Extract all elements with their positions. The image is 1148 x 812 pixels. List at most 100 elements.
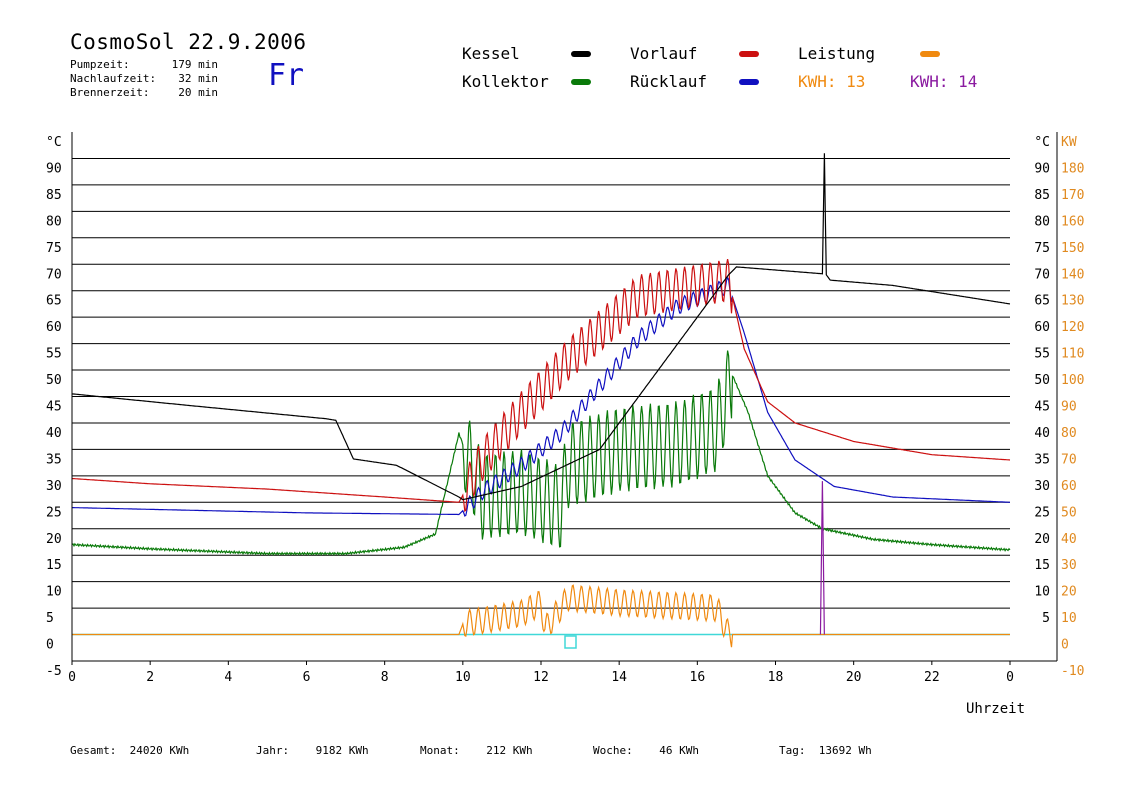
- footer-label: Tag:: [779, 744, 806, 757]
- footer-jahr: Jahr: 9182 KWh: [256, 744, 369, 757]
- stat-brennerzeit: Brennerzeit: 20 min: [70, 86, 220, 100]
- legend-kollektor-label: Kollektor: [462, 72, 549, 91]
- y-left-tick-label: 50: [46, 373, 62, 388]
- y-kw-tick-label: 90: [1061, 400, 1077, 415]
- y-kw-tick-label: 160: [1061, 214, 1084, 229]
- y-left-tick-label: 0: [46, 638, 54, 653]
- y-right-tick-label: 45: [1034, 400, 1050, 415]
- series-line-vorlauf: [71, 258, 1011, 513]
- y-right-tick-label: 80: [1034, 214, 1050, 229]
- y-right-unit-label: °C: [1034, 135, 1050, 150]
- y-left-tick-label: -5: [46, 664, 62, 679]
- x-tick-label: 12: [533, 670, 549, 685]
- x-tick-label: 16: [690, 670, 706, 685]
- x-tick-label: 14: [611, 670, 627, 685]
- footer-monat: Monat: 212 KWh: [420, 744, 533, 757]
- y-left-tick-label: 40: [46, 426, 62, 441]
- y-left-tick-label: 45: [46, 400, 62, 415]
- axes: [71, 132, 1058, 665]
- y-kw-tick-label: 120: [1061, 320, 1084, 335]
- footer-label: Jahr:: [256, 744, 290, 757]
- y-left-tick-label: 20: [46, 532, 62, 547]
- y-right-tick-label: 25: [1034, 505, 1050, 520]
- chart-title: CosmoSol 22.9.2006: [70, 30, 307, 54]
- y-kw-tick-label: 110: [1061, 347, 1084, 362]
- series-line-leistung: [72, 584, 1010, 648]
- y-right-tick-label: 10: [1034, 585, 1050, 600]
- y-kw-tick-label: 30: [1061, 558, 1077, 573]
- stat-value: 32 min: [178, 72, 218, 85]
- stat-value: 20 min: [178, 86, 218, 99]
- y-left-unit-label: °C: [46, 135, 62, 150]
- x-tick-label: 6: [303, 670, 311, 685]
- y-left-tick-label: 5: [46, 611, 54, 626]
- x-tick-label: 18: [768, 670, 784, 685]
- y-right-tick-label: 30: [1034, 479, 1050, 494]
- legend-kollektor-swatch: [571, 79, 591, 85]
- x-tick-label: 10: [455, 670, 471, 685]
- x-tick-label: 2: [146, 670, 154, 685]
- y-kw-tick-label: 130: [1061, 294, 1084, 309]
- y-left-tick-label: 35: [46, 452, 62, 467]
- x-tick-label: 8: [381, 670, 389, 685]
- footer-gesamt: Gesamt: 24020 KWh: [70, 744, 189, 757]
- stat-value: 179 min: [171, 58, 218, 71]
- y-kw-tick-label: 170: [1061, 188, 1084, 203]
- purple-spike: [819, 481, 825, 635]
- y-left-tick-label: 15: [46, 558, 62, 573]
- y-kw-tick-label: 60: [1061, 479, 1077, 494]
- series-line-kollektor: [71, 350, 1011, 557]
- y-kw-tick-label: 20: [1061, 585, 1077, 600]
- footer-label: Woche:: [593, 744, 633, 757]
- y-right-tick-label: 60: [1034, 320, 1050, 335]
- legend-vorlauf-swatch: [739, 51, 759, 57]
- legend-leistung-label: Leistung: [798, 44, 876, 63]
- x-tick-label: 0: [1006, 670, 1014, 685]
- footer-value: 9182 KWh: [315, 744, 369, 757]
- footer-value: 212 KWh: [486, 744, 533, 757]
- stat-nachlaufzeit: Nachlaufzeit: 32 min: [70, 72, 220, 86]
- stat-label: Nachlaufzeit:: [70, 72, 157, 85]
- y-right-tick-label: 20: [1034, 532, 1050, 547]
- y-left-tick-label: 80: [46, 214, 62, 229]
- series-line-ruecklauf: [72, 276, 1010, 517]
- series-line-kessel: [71, 153, 1011, 501]
- footer-value: 13692 Wh: [818, 744, 872, 757]
- y-kw-tick-label: 80: [1061, 426, 1077, 441]
- x-tick-label: 22: [924, 670, 940, 685]
- stat-pumpzeit: Pumpzeit: 179 min: [70, 58, 220, 72]
- x-axis-label: Uhrzeit: [966, 701, 1026, 717]
- y-left-tick-label: 30: [46, 479, 62, 494]
- y-right-tick-label: 75: [1034, 241, 1050, 256]
- y-right-tick-label: 35: [1034, 452, 1050, 467]
- y-right-tick-label: 65: [1034, 294, 1050, 309]
- x-tick-label: 4: [224, 670, 232, 685]
- y-kw-tick-label: 180: [1061, 161, 1084, 176]
- tick-labels: °C908580757065605550454035302520151050-5…: [46, 135, 1084, 685]
- legend-kwh-orange: KWH: 13: [798, 72, 866, 91]
- legend-kwh-purple: KWH: 14: [910, 72, 978, 91]
- y-kw-tick-label: 10: [1061, 611, 1077, 626]
- weekday-label: Fr: [268, 58, 305, 93]
- footer-label: Monat:: [420, 744, 460, 757]
- legend-vorlauf-label: Vorlauf: [630, 44, 698, 63]
- footer-tag: Tag: 13692 Wh: [779, 744, 872, 757]
- y-left-tick-label: 75: [46, 241, 62, 256]
- y-kw-tick-label: 0: [1061, 638, 1069, 653]
- x-tick-label: 20: [846, 670, 862, 685]
- y-kw-tick-label: 70: [1061, 452, 1077, 467]
- legend-leistung-swatch: [920, 51, 940, 57]
- y-left-tick-label: 60: [46, 320, 62, 335]
- y-left-tick-label: 10: [46, 585, 62, 600]
- y-right-tick-label: 5: [1042, 611, 1050, 626]
- footer-value: 24020 KWh: [129, 744, 190, 757]
- stat-label: Pumpzeit:: [70, 58, 130, 71]
- legend-ruecklauf-label: Rücklauf: [630, 72, 708, 91]
- y-left-tick-label: 55: [46, 347, 62, 362]
- y-right-tick-label: 50: [1034, 373, 1050, 388]
- y-kw-tick-label: 50: [1061, 505, 1077, 520]
- footer-value: 46 KWh: [659, 744, 699, 757]
- y-left-tick-label: 65: [46, 294, 62, 309]
- stat-label: Brennerzeit:: [70, 86, 150, 99]
